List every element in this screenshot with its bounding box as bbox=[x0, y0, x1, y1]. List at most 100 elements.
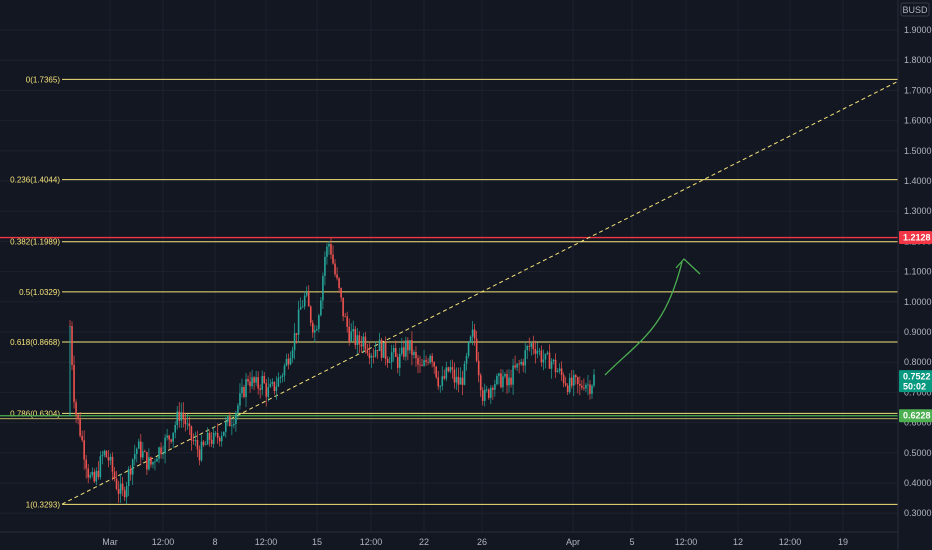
candle-body bbox=[301, 306, 304, 308]
candle-body bbox=[538, 350, 541, 352]
candle-body bbox=[566, 385, 569, 393]
candle-body bbox=[314, 330, 316, 333]
candle-body bbox=[487, 389, 490, 398]
candle-body bbox=[386, 359, 389, 363]
candle-body bbox=[516, 363, 518, 368]
candle-body bbox=[285, 358, 288, 366]
candle-body bbox=[479, 375, 482, 391]
candle-body bbox=[490, 387, 492, 398]
candle-body bbox=[190, 426, 193, 441]
candle-body bbox=[548, 352, 551, 369]
candle-body bbox=[156, 458, 158, 462]
candle-body bbox=[318, 315, 320, 330]
candle-body bbox=[562, 375, 565, 384]
candle-body bbox=[568, 377, 571, 393]
candle-body bbox=[400, 347, 403, 354]
grid bbox=[0, 0, 898, 532]
candle-body bbox=[95, 470, 98, 482]
candle-body bbox=[500, 373, 502, 388]
candle-body bbox=[192, 440, 195, 442]
trendline[interactable] bbox=[61, 80, 899, 505]
candle-body bbox=[293, 333, 296, 351]
candle-body bbox=[263, 376, 266, 384]
candle-body bbox=[451, 367, 454, 370]
candle-body bbox=[166, 435, 168, 438]
candle-body bbox=[125, 486, 128, 498]
candle-body bbox=[271, 381, 274, 384]
fib-level-label: 0.382(1.1989) bbox=[10, 238, 60, 247]
candle-body bbox=[200, 441, 203, 461]
candle-body bbox=[146, 451, 148, 470]
candle-body bbox=[411, 340, 413, 355]
candle-body bbox=[231, 425, 233, 427]
candle-body bbox=[311, 322, 314, 333]
y-tick-label: 1.3000 bbox=[904, 206, 932, 216]
candle-body bbox=[350, 331, 353, 342]
candle-body bbox=[251, 377, 253, 387]
candle-body bbox=[101, 454, 104, 457]
candle-body bbox=[97, 470, 100, 478]
price-tag-box bbox=[899, 231, 932, 245]
candle-body bbox=[87, 468, 90, 478]
candle-body bbox=[320, 300, 322, 316]
candle-body bbox=[362, 336, 365, 347]
candle-body bbox=[316, 329, 318, 331]
candle-body bbox=[506, 374, 508, 386]
candle-body bbox=[522, 361, 524, 366]
forecast-arrowhead[interactable] bbox=[675, 258, 701, 275]
candle-body bbox=[463, 363, 466, 385]
candle-body bbox=[443, 376, 446, 379]
candle-body bbox=[348, 326, 350, 342]
time-axis[interactable]: Mar 12:00 8 12:00 15 12:00 22 26 Apr 5 12:00 12 12:0… bbox=[102, 537, 848, 547]
candle-body bbox=[73, 364, 75, 403]
candle-body bbox=[372, 355, 375, 357]
candle-body bbox=[322, 275, 324, 301]
candle-body bbox=[224, 421, 227, 432]
candle-body bbox=[364, 336, 367, 350]
candle-body bbox=[477, 360, 480, 376]
candle-body bbox=[144, 451, 146, 453]
candle-body bbox=[79, 419, 81, 436]
candle-body bbox=[556, 371, 559, 373]
candle-body bbox=[376, 350, 379, 351]
y-tick-label: 0.3000 bbox=[904, 508, 932, 518]
x-tick-label: 12:00 bbox=[675, 537, 698, 547]
candle-body bbox=[283, 365, 286, 376]
fibonacci-retracement[interactable]: 0(1.7365) 0.236(1.4044) 0.382(1.1989) 0.5(1… bbox=[0, 75, 898, 509]
candle-body bbox=[174, 425, 177, 433]
currency-box[interactable] bbox=[900, 2, 930, 17]
candle-body bbox=[570, 377, 573, 386]
candle-body bbox=[99, 456, 102, 478]
x-tick-label: 19 bbox=[838, 537, 848, 547]
candle-body bbox=[210, 439, 213, 444]
candle-body bbox=[502, 376, 504, 388]
candle-body bbox=[184, 418, 187, 424]
candle-body bbox=[558, 368, 561, 372]
candle-body bbox=[299, 307, 302, 310]
price-axis[interactable]: 1.9000 1.8000 1.7000 1.6000 1.5000 1.4000 1.30… bbox=[904, 25, 932, 518]
candle-body bbox=[168, 435, 170, 440]
candle-body bbox=[75, 402, 77, 415]
candle-body bbox=[154, 461, 156, 463]
candle-body bbox=[330, 244, 332, 255]
candle-body bbox=[275, 386, 278, 391]
candle-body bbox=[307, 292, 310, 307]
candle-body bbox=[176, 411, 179, 426]
candle-body bbox=[473, 329, 476, 339]
forecast-arrow[interactable] bbox=[604, 261, 683, 376]
fib-level-label: 0(1.7365) bbox=[26, 75, 61, 84]
x-tick-label: 12:00 bbox=[360, 537, 383, 547]
candle-body bbox=[196, 440, 199, 450]
candle-body bbox=[269, 383, 272, 388]
candle-body bbox=[524, 350, 527, 366]
candle-body bbox=[431, 355, 433, 363]
candle-body bbox=[354, 329, 357, 346]
candle-body bbox=[380, 339, 383, 358]
candle-body bbox=[405, 340, 407, 357]
candle-body bbox=[135, 448, 138, 454]
candle-body bbox=[390, 352, 393, 363]
candle-body bbox=[89, 475, 92, 478]
candle-body bbox=[273, 381, 276, 391]
